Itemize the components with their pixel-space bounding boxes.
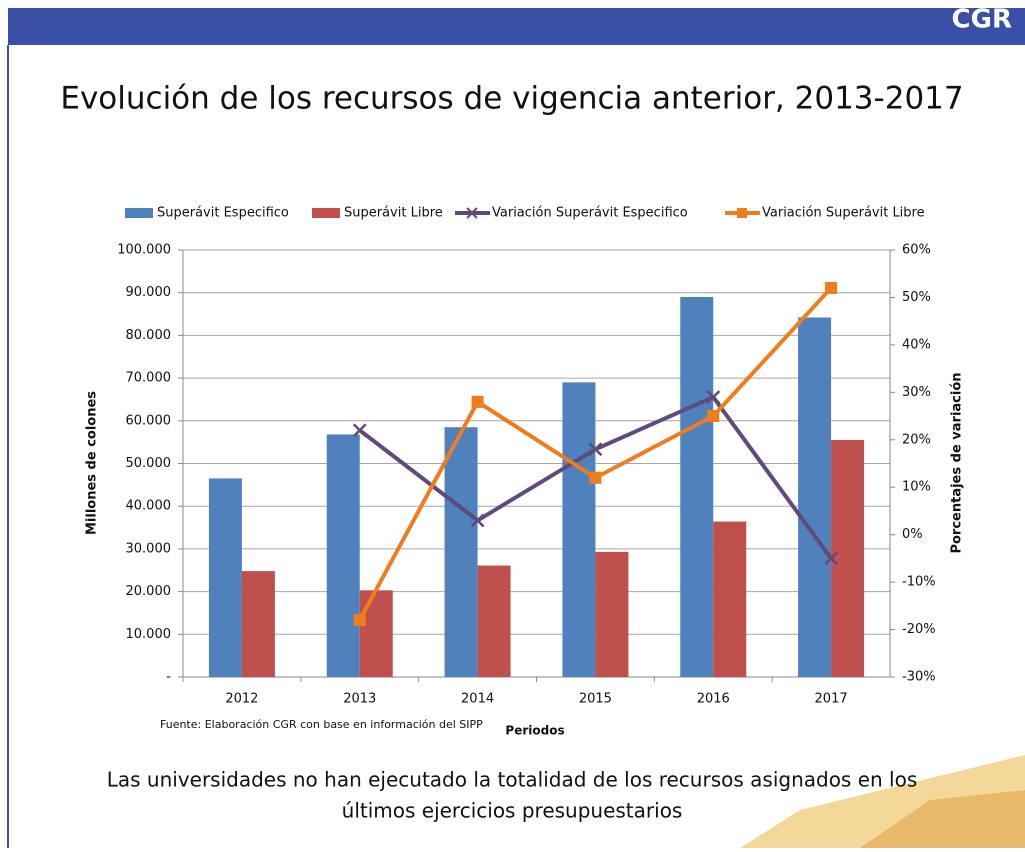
marker [589, 472, 601, 484]
legend-swatch [737, 208, 747, 218]
footer-text: Las universidades no han ejecutado la to… [107, 768, 918, 792]
bar [327, 434, 360, 677]
legend-swatch [312, 208, 340, 218]
legend-swatch [125, 208, 153, 218]
y2-tick-label: 50% [902, 290, 931, 305]
source-note: Fuente: Elaboración CGR con base en info… [160, 718, 483, 731]
bar [445, 427, 478, 677]
header-bar [8, 8, 1025, 45]
x-tick-label: 2013 [343, 692, 376, 707]
bar [360, 590, 393, 677]
marker [707, 410, 719, 422]
marker [825, 282, 837, 294]
x-tick-label: 2016 [697, 692, 730, 707]
footer-text: últimos ejercicios presupuestarios [342, 799, 683, 823]
bar [713, 522, 746, 677]
y-tick-label: 100.000 [117, 243, 171, 258]
legend-label: Superávit Libre [344, 206, 443, 221]
slide: CGR Evolución de los recursos de vigenci… [0, 0, 1025, 848]
y2-tick-label: -30% [902, 670, 936, 685]
y-tick-label: 70.000 [126, 371, 172, 386]
y2-tick-label: 30% [902, 385, 931, 400]
y-tick-label: 40.000 [126, 499, 172, 514]
x-tick-label: 2014 [461, 692, 494, 707]
x-tick-label: 2012 [225, 692, 258, 707]
y2-tick-label: 20% [902, 432, 931, 447]
y2-tick-label: -10% [902, 575, 936, 590]
y2-tick-label: 40% [902, 337, 931, 352]
page: {"header": {"logo": "CGR"}, "title": "Ev… [0, 0, 1025, 848]
y2-tick-label: 10% [902, 480, 931, 495]
bar [595, 552, 628, 677]
slide-title: Evolución de los recursos de vigencia an… [60, 81, 963, 117]
legend-label: Variación Superávit Libre [762, 206, 925, 221]
x-axis-title: Periodos [505, 724, 564, 738]
y-axis-title: Millones de colones [85, 391, 100, 535]
x-tick-label: 2017 [815, 692, 848, 707]
bar [478, 566, 511, 677]
legend-label: Variación Superávit Especifico [492, 206, 688, 221]
y2-tick-label: 0% [902, 527, 923, 542]
logo: CGR [952, 5, 1012, 35]
y-tick-label: - [166, 670, 171, 685]
y2-tick-label: -20% [902, 622, 936, 637]
bar [680, 297, 713, 677]
y-tick-label: 10.000 [126, 627, 172, 642]
legend-label: Superávit Especifico [157, 206, 289, 221]
bar [798, 317, 831, 677]
y2-tick-label: 60% [902, 243, 931, 258]
y-tick-label: 50.000 [126, 456, 172, 471]
y-tick-label: 30.000 [126, 541, 172, 556]
y2-axis-title: Porcentajes de variación [950, 372, 965, 553]
marker [354, 614, 366, 626]
bar [209, 478, 242, 677]
y-tick-label: 80.000 [126, 328, 172, 343]
y-tick-label: 90.000 [126, 285, 172, 300]
bar [242, 571, 275, 677]
x-tick-label: 2015 [579, 692, 612, 707]
marker [472, 396, 484, 408]
bar [831, 440, 864, 677]
y-tick-label: 20.000 [126, 584, 172, 599]
y-tick-label: 60.000 [126, 413, 172, 428]
bar [562, 382, 595, 677]
